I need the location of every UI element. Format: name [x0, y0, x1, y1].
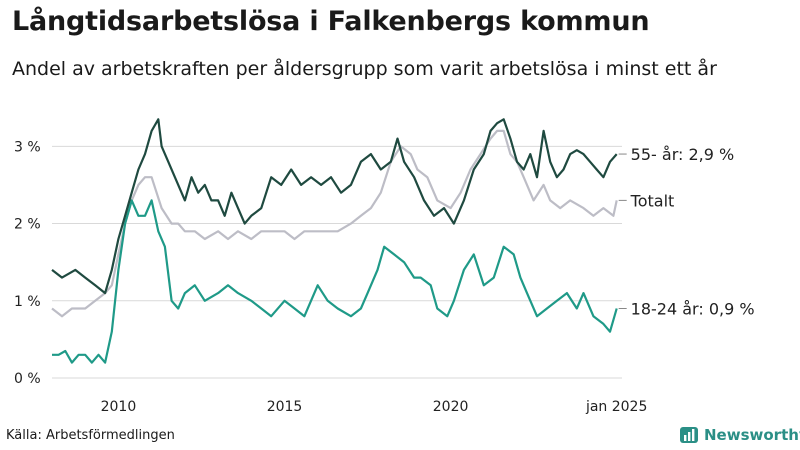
grid-lines: [52, 145, 622, 379]
end-label-s1824: 18-24 år: 0,9 %: [631, 300, 755, 319]
source-note: Källa: Arbetsförmedlingen: [6, 428, 175, 443]
bar-chart-icon: [680, 427, 698, 443]
x-tick-label-1: 2015: [267, 399, 303, 415]
brand-name: Newsworthy: [704, 426, 800, 444]
y-tick-label-3: 3 %: [14, 139, 41, 155]
y-tick-label-2: 2 %: [14, 217, 41, 233]
end-labels: 55- år: 2,9 % Totalt 18-24 år: 0,9 %: [618, 145, 755, 319]
y-tick-label-1: 1 %: [14, 294, 41, 310]
x-tick-label-3: jan 2025: [585, 399, 647, 415]
x-tick-label-0: 2010: [101, 399, 137, 415]
y-tick-label-0: 0 %: [14, 371, 41, 387]
axis-ticks: 0 % 1 % 2 % 3 % 2010 2015 2020 jan 2025: [14, 139, 647, 415]
series-line-total: [51, 129, 618, 318]
newsworthy-logo: Newsworthy: [680, 426, 800, 444]
chart-subtitle: Andel av arbetskraften per åldersgrupp s…: [12, 58, 717, 80]
series-lines: [51, 118, 618, 364]
x-tick-label-2: 2020: [433, 399, 469, 415]
chart-title: Långtidsarbetslösa i Falkenbergs kommun: [12, 6, 650, 37]
end-label-s55: 55- år: 2,9 %: [631, 145, 735, 164]
series-line-s55: [51, 118, 618, 295]
series-line-s1824: [52, 199, 618, 364]
end-label-total: Totalt: [630, 191, 675, 210]
